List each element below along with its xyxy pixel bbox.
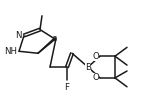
Text: O: O <box>92 73 99 82</box>
Text: N: N <box>15 31 22 40</box>
Text: B: B <box>85 63 91 72</box>
Text: NH: NH <box>4 47 17 56</box>
Text: O: O <box>92 52 99 61</box>
Text: F: F <box>65 83 69 92</box>
